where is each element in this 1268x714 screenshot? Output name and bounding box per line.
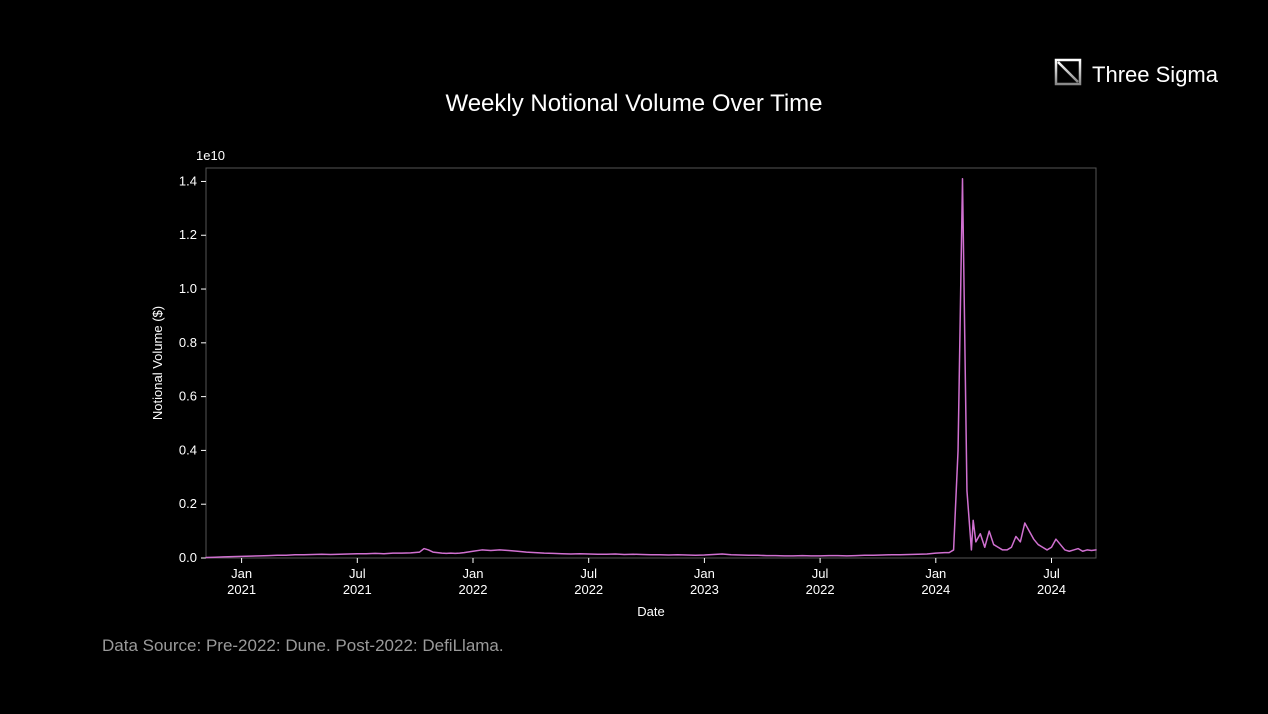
svg-text:Jul: Jul	[580, 566, 597, 581]
svg-text:0.2: 0.2	[179, 496, 197, 511]
svg-text:1.0: 1.0	[179, 281, 197, 296]
svg-text:Jul: Jul	[349, 566, 366, 581]
svg-text:2021: 2021	[343, 582, 372, 597]
svg-text:2024: 2024	[921, 582, 950, 597]
svg-text:2021: 2021	[227, 582, 256, 597]
svg-text:Jan: Jan	[694, 566, 715, 581]
chart-title: Weekly Notional Volume Over Time	[0, 90, 1268, 118]
line-chart: 1e100.00.20.40.60.81.01.21.4Jan2021Jul20…	[150, 150, 1100, 620]
svg-text:Notional Volume ($): Notional Volume ($)	[150, 306, 165, 420]
svg-text:0.4: 0.4	[179, 442, 197, 457]
svg-text:2023: 2023	[690, 582, 719, 597]
brand-logo: Three Sigma	[1054, 58, 1218, 91]
svg-text:2022: 2022	[459, 582, 488, 597]
logo-icon	[1054, 58, 1082, 91]
brand-name: Three Sigma	[1092, 62, 1218, 88]
data-source-caption: Data Source: Pre-2022: Dune. Post-2022: …	[102, 636, 504, 656]
svg-text:0.6: 0.6	[179, 389, 197, 404]
svg-text:1e10: 1e10	[196, 150, 225, 163]
svg-text:2022: 2022	[806, 582, 835, 597]
svg-text:0.0: 0.0	[179, 550, 197, 565]
svg-text:2024: 2024	[1037, 582, 1066, 597]
svg-text:Jan: Jan	[463, 566, 484, 581]
svg-text:0.8: 0.8	[179, 335, 197, 350]
svg-text:Jul: Jul	[1043, 566, 1060, 581]
svg-text:Jan: Jan	[231, 566, 252, 581]
svg-text:Jul: Jul	[812, 566, 829, 581]
svg-text:Jan: Jan	[925, 566, 946, 581]
svg-text:1.4: 1.4	[179, 173, 197, 188]
svg-text:2022: 2022	[574, 582, 603, 597]
svg-text:1.2: 1.2	[179, 227, 197, 242]
svg-text:Date: Date	[637, 604, 664, 619]
